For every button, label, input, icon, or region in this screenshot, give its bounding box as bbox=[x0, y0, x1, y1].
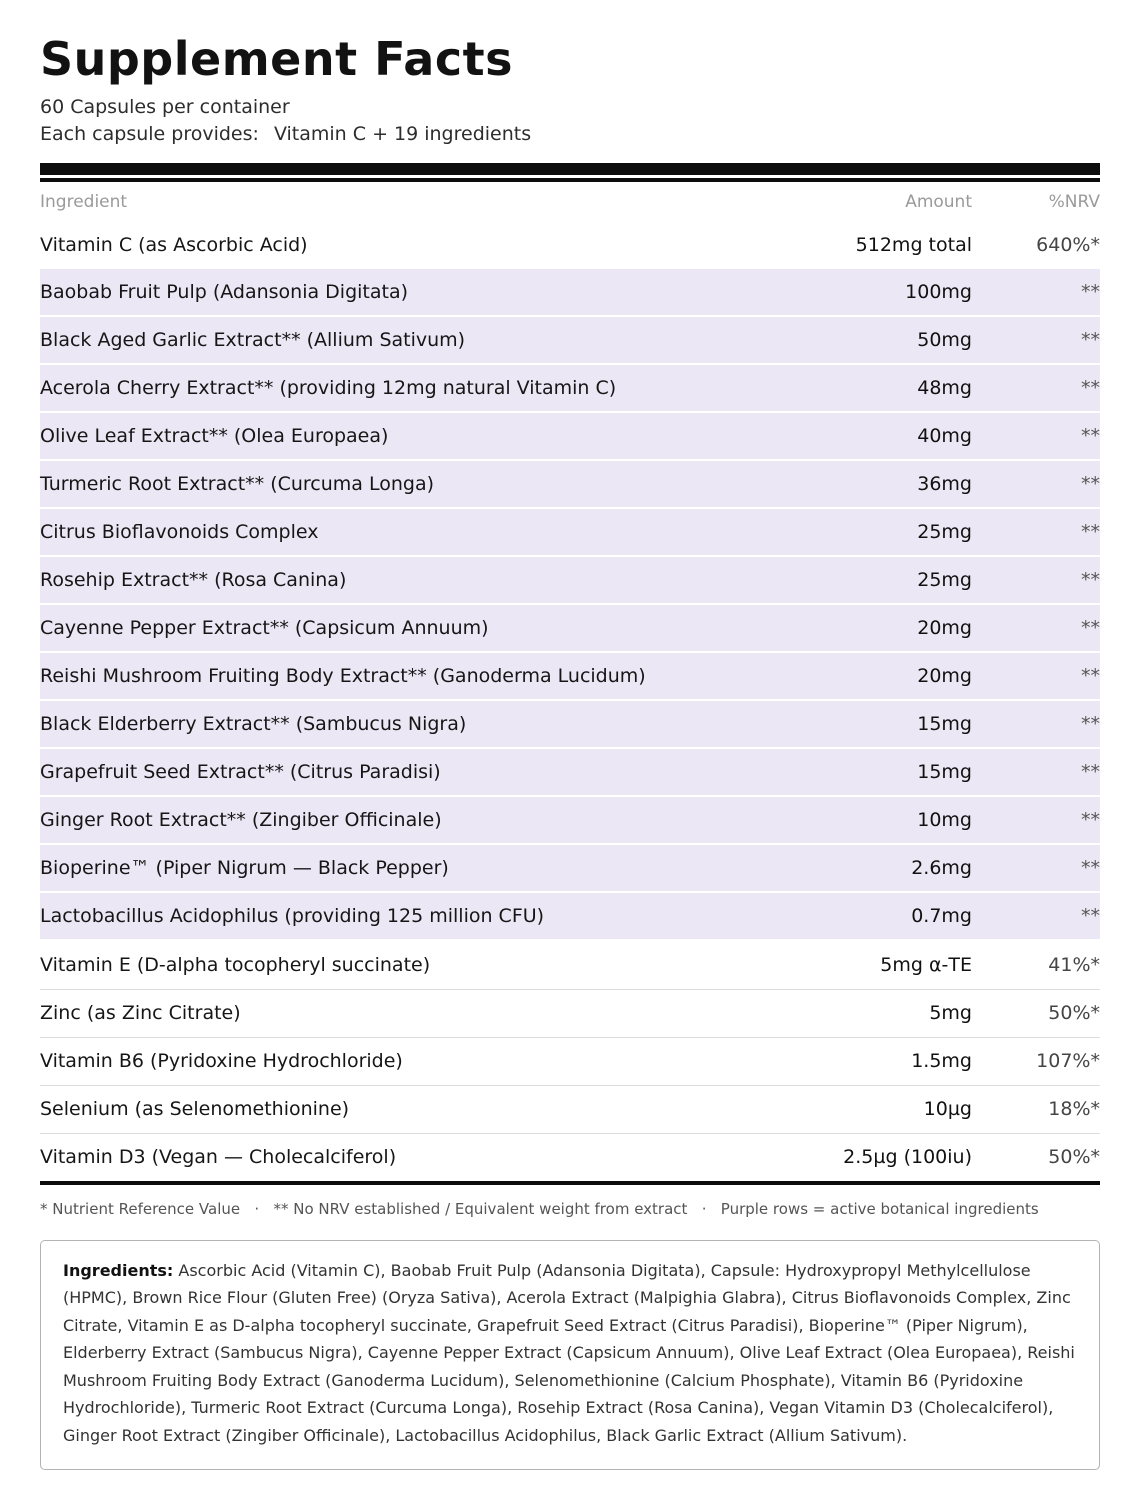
ingredient-amount: 10mg bbox=[917, 808, 972, 831]
ingredient-amount: 25mg bbox=[917, 520, 972, 543]
ingredient-nrv: 50%* bbox=[1048, 1002, 1100, 1025]
page-title: Supplement Facts bbox=[40, 32, 513, 86]
ingredient-name: Olive Leaf Extract** (Olea Europaea) bbox=[40, 424, 389, 447]
table-row: Turmeric Root Extract** (Curcuma Longa) 3… bbox=[40, 460, 1100, 507]
ingredient-nrv: 18%* bbox=[1048, 1098, 1100, 1121]
table-row: Vitamin D3 (Vegan — Cholecalciferol) 2.5µ… bbox=[40, 1132, 1100, 1181]
table-row: Ginger Root Extract** (Zingiber Officina… bbox=[40, 796, 1100, 843]
ingredient-name: Cayenne Pepper Extract** (Capsicum Annuu… bbox=[40, 616, 489, 639]
ingredient-nrv: ** bbox=[1081, 808, 1100, 831]
ingredient-nrv: 50%* bbox=[1048, 1146, 1100, 1169]
ingredient-name: Grapefruit Seed Extract** (Citrus Paradi… bbox=[40, 760, 441, 783]
ingredients-label: Ingredients: bbox=[63, 1260, 174, 1280]
ingredient-name: Reishi Mushroom Fruiting Body Extract** … bbox=[40, 664, 646, 687]
table-row: Reishi Mushroom Fruiting Body Extract** … bbox=[40, 652, 1100, 699]
column-ingredient: Ingredient bbox=[40, 191, 128, 212]
ingredient-nrv: 107%* bbox=[1036, 1050, 1100, 1073]
table-row: Black Elderberry Extract** (Sambucus Nig… bbox=[40, 700, 1100, 747]
facts-table-header: Ingredient Amount %NRV bbox=[40, 182, 1100, 221]
table-row: Lactobacillus Acidophilus (providing 125… bbox=[40, 892, 1100, 939]
ingredient-nrv: ** bbox=[1081, 568, 1100, 591]
ingredient-amount: 48mg bbox=[917, 376, 972, 399]
ingredient-name: Black Aged Garlic Extract** (Allium Sati… bbox=[40, 328, 466, 351]
ingredient-amount: 5mg bbox=[929, 1002, 972, 1025]
table-row: Cayenne Pepper Extract** (Capsicum Annuu… bbox=[40, 604, 1100, 651]
ingredient-name: Vitamin D3 (Vegan — Cholecalciferol) bbox=[40, 1146, 397, 1169]
ingredient-amount: 36mg bbox=[917, 472, 972, 495]
ingredient-nrv: ** bbox=[1081, 856, 1100, 879]
table-row: Black Aged Garlic Extract** (Allium Sati… bbox=[40, 316, 1100, 363]
ingredient-name: Black Elderberry Extract** (Sambucus Nig… bbox=[40, 712, 467, 735]
ingredient-nrv: ** bbox=[1081, 520, 1100, 543]
table-row: Vitamin C (as Ascorbic Acid) 512mg total 6… bbox=[40, 221, 1100, 269]
ingredient-name: Vitamin B6 (Pyridoxine Hydrochloride) bbox=[40, 1050, 403, 1073]
ingredient-amount: 512mg total bbox=[855, 233, 972, 256]
table-row: Grapefruit Seed Extract** (Citrus Paradi… bbox=[40, 748, 1100, 795]
ingredient-nrv: ** bbox=[1081, 616, 1100, 639]
table-row: Acerola Cherry Extract** (providing 12mg… bbox=[40, 364, 1100, 411]
ingredient-nrv: ** bbox=[1081, 904, 1100, 927]
ingredient-nrv: ** bbox=[1081, 712, 1100, 735]
ingredient-nrv: ** bbox=[1081, 760, 1100, 783]
footnote: * Nutrient Reference Value · ** No NRV e… bbox=[40, 1199, 1039, 1218]
table-row: Baobab Fruit Pulp (Adansonia Digitata) 10… bbox=[40, 268, 1100, 315]
ingredient-name: Ginger Root Extract** (Zingiber Officina… bbox=[40, 808, 442, 831]
ingredient-amount: 20mg bbox=[917, 664, 972, 687]
ingredient-nrv: ** bbox=[1081, 376, 1100, 399]
ingredient-amount: 15mg bbox=[917, 712, 972, 735]
ingredient-name: Baobab Fruit Pulp (Adansonia Digitata) bbox=[40, 280, 409, 303]
ingredient-name: Vitamin C (as Ascorbic Acid) bbox=[40, 233, 308, 256]
ingredients-text: Ascorbic Acid (Vitamin C), Baobab Fruit … bbox=[63, 1260, 1075, 1445]
ingredient-amount: 1.5mg bbox=[911, 1050, 972, 1073]
ingredient-name: Turmeric Root Extract** (Curcuma Longa) bbox=[40, 472, 435, 495]
facts-table-body: Vitamin C (as Ascorbic Acid) 512mg total 6… bbox=[40, 221, 1100, 1181]
ingredient-amount: 0.7mg bbox=[911, 904, 972, 927]
column-nrv: %NRV bbox=[1048, 191, 1100, 212]
ingredient-amount: 15mg bbox=[917, 760, 972, 783]
ingredient-amount: 100mg bbox=[905, 280, 972, 303]
ingredient-amount: 40mg bbox=[917, 424, 972, 447]
top-divider-thin bbox=[40, 177, 1100, 182]
ingredient-name: Bioperine™ (Piper Nigrum — Black Pepper) bbox=[40, 856, 449, 879]
table-row: Zinc (as Zinc Citrate) 5mg 50%* bbox=[40, 988, 1100, 1037]
column-amount: Amount bbox=[905, 191, 972, 212]
table-row: Bioperine™ (Piper Nigrum — Black Pepper)… bbox=[40, 844, 1100, 891]
table-row: Olive Leaf Extract** (Olea Europaea) 40mg… bbox=[40, 412, 1100, 459]
ingredient-nrv: ** bbox=[1081, 328, 1100, 351]
table-row: Citrus Bioflavonoids Complex 25mg ** bbox=[40, 508, 1100, 555]
ingredient-nrv: ** bbox=[1081, 424, 1100, 447]
ingredient-amount: 5mg α-TE bbox=[880, 953, 972, 976]
ingredient-amount: 20mg bbox=[917, 616, 972, 639]
ingredient-nrv: ** bbox=[1081, 664, 1100, 687]
ingredient-nrv: 41%* bbox=[1048, 953, 1100, 976]
ingredient-name: Acerola Cherry Extract** (providing 12mg… bbox=[40, 376, 617, 399]
bottom-divider bbox=[40, 1180, 1100, 1185]
top-divider-thick bbox=[40, 162, 1100, 175]
provides-label: Each capsule provides: bbox=[40, 122, 259, 145]
ingredient-nrv: 640%* bbox=[1036, 233, 1100, 256]
ingredient-name: Selenium (as Selenomethionine) bbox=[40, 1098, 350, 1121]
table-row: Rosehip Extract** (Rosa Canina) 25mg ** bbox=[40, 556, 1100, 603]
ingredient-amount: 50mg bbox=[917, 328, 972, 351]
table-row: Selenium (as Selenomethionine) 10µg 18%* bbox=[40, 1084, 1100, 1133]
ingredient-name: Lactobacillus Acidophilus (providing 125… bbox=[40, 904, 545, 927]
ingredient-amount: 2.6mg bbox=[911, 856, 972, 879]
ingredient-nrv: ** bbox=[1081, 472, 1100, 495]
ingredient-amount: 2.5µg (100iu) bbox=[843, 1146, 972, 1169]
provides-value: Vitamin C + 19 ingredients bbox=[273, 122, 532, 145]
ingredients-box: Ingredients: Ascorbic Acid (Vitamin C), … bbox=[40, 1239, 1100, 1471]
table-row: Vitamin E (D-alpha tocopheryl succinate)… bbox=[40, 941, 1100, 989]
servings-count: 60 Capsules per container bbox=[40, 95, 290, 118]
ingredient-name: Zinc (as Zinc Citrate) bbox=[40, 1002, 241, 1025]
table-row: Vitamin B6 (Pyridoxine Hydrochloride) 1.5… bbox=[40, 1036, 1100, 1085]
ingredient-name: Rosehip Extract** (Rosa Canina) bbox=[40, 568, 347, 591]
ingredient-amount: 10µg bbox=[923, 1098, 972, 1121]
ingredient-name: Vitamin E (D-alpha tocopheryl succinate) bbox=[40, 953, 431, 976]
provides-line: Each capsule provides: Vitamin C + 19 ing… bbox=[40, 121, 1100, 148]
ingredient-name: Citrus Bioflavonoids Complex bbox=[40, 520, 319, 543]
ingredient-amount: 25mg bbox=[917, 568, 972, 591]
ingredient-nrv: ** bbox=[1081, 280, 1100, 303]
